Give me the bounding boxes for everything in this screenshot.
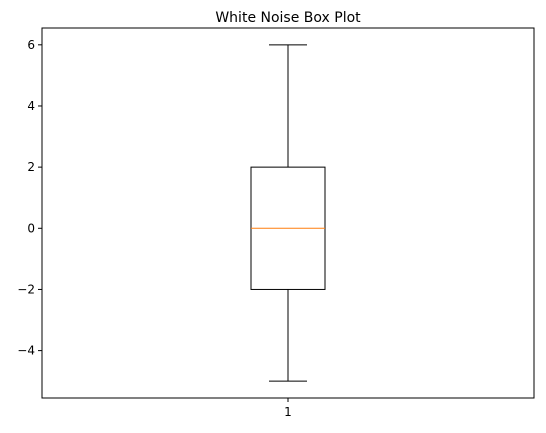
y-tick-label: 2 bbox=[27, 160, 35, 174]
x-axis-ticks: 1 bbox=[284, 398, 292, 419]
y-tick-label: −2 bbox=[17, 282, 35, 296]
chart-title: White Noise Box Plot bbox=[215, 10, 361, 26]
box-plot bbox=[251, 45, 325, 381]
y-tick-label: 4 bbox=[27, 99, 35, 113]
y-tick-label: 0 bbox=[27, 221, 35, 235]
x-tick-label: 1 bbox=[284, 405, 292, 419]
y-tick-label: −4 bbox=[17, 344, 35, 358]
y-tick-label: 6 bbox=[27, 38, 35, 52]
y-axis-ticks: −4 −2 0 2 4 6 bbox=[17, 38, 42, 358]
